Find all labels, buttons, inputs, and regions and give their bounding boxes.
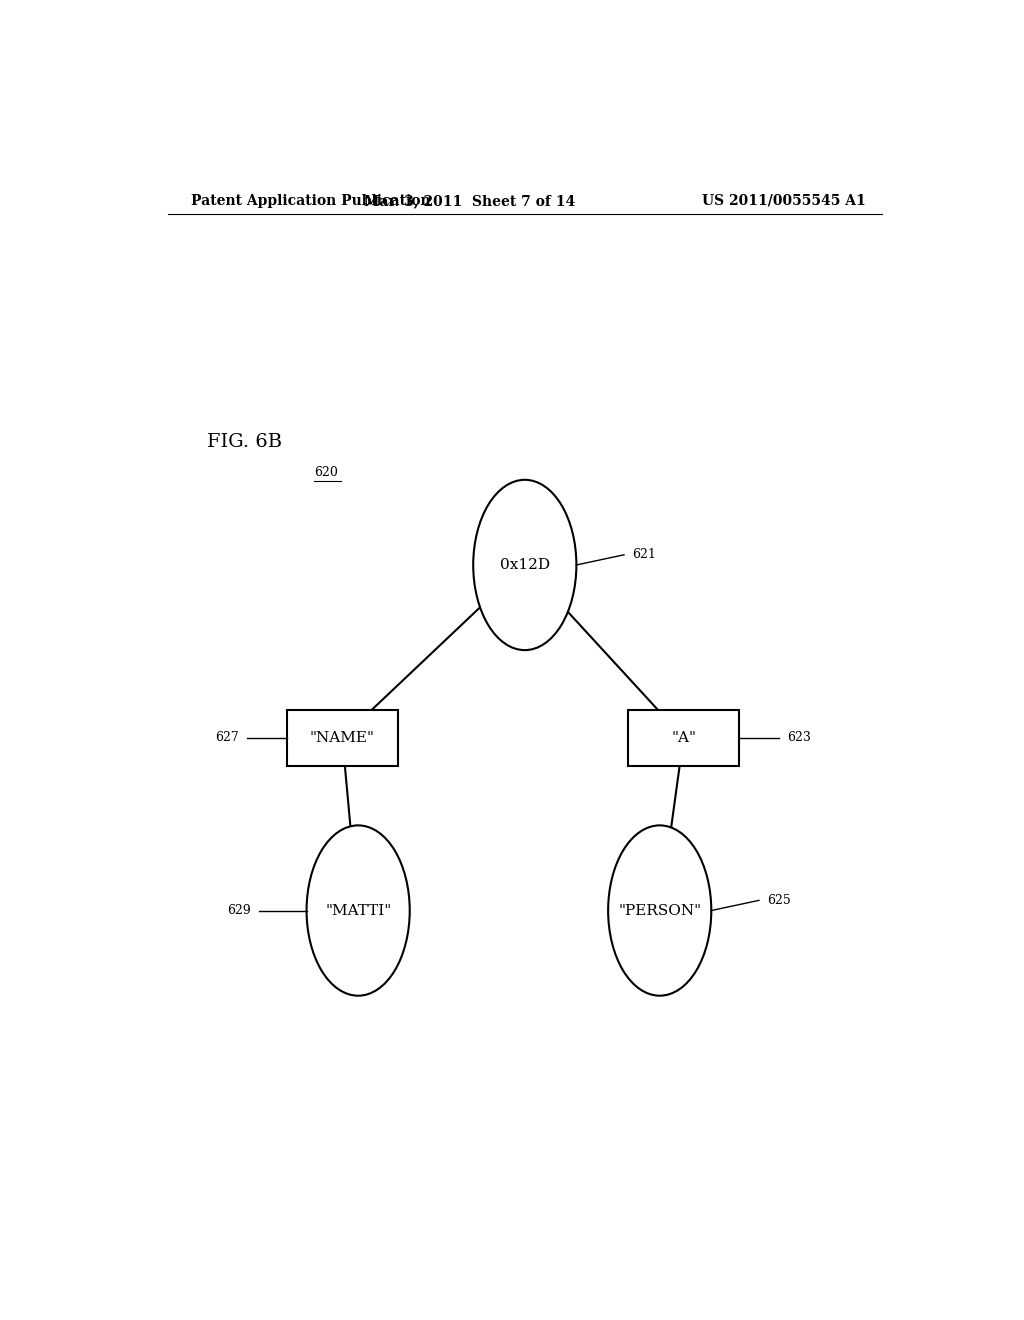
FancyBboxPatch shape <box>287 710 397 766</box>
Text: 627: 627 <box>215 731 240 744</box>
Text: 621: 621 <box>632 548 655 561</box>
Text: FIG. 6B: FIG. 6B <box>207 433 283 451</box>
Text: "MATTI": "MATTI" <box>325 903 391 917</box>
FancyBboxPatch shape <box>628 710 739 766</box>
Text: 0x12D: 0x12D <box>500 558 550 572</box>
Text: Patent Application Publication: Patent Application Publication <box>191 194 431 209</box>
Text: "PERSON": "PERSON" <box>618 903 701 917</box>
Text: "A": "A" <box>671 731 696 744</box>
Text: "NAME": "NAME" <box>310 731 375 744</box>
Ellipse shape <box>608 825 712 995</box>
Text: 620: 620 <box>314 466 338 479</box>
Ellipse shape <box>473 479 577 651</box>
Text: 623: 623 <box>786 731 811 744</box>
Text: 625: 625 <box>767 894 791 907</box>
Ellipse shape <box>306 825 410 995</box>
Text: Mar. 3, 2011  Sheet 7 of 14: Mar. 3, 2011 Sheet 7 of 14 <box>364 194 574 209</box>
Text: 629: 629 <box>227 904 251 917</box>
Text: US 2011/0055545 A1: US 2011/0055545 A1 <box>702 194 866 209</box>
